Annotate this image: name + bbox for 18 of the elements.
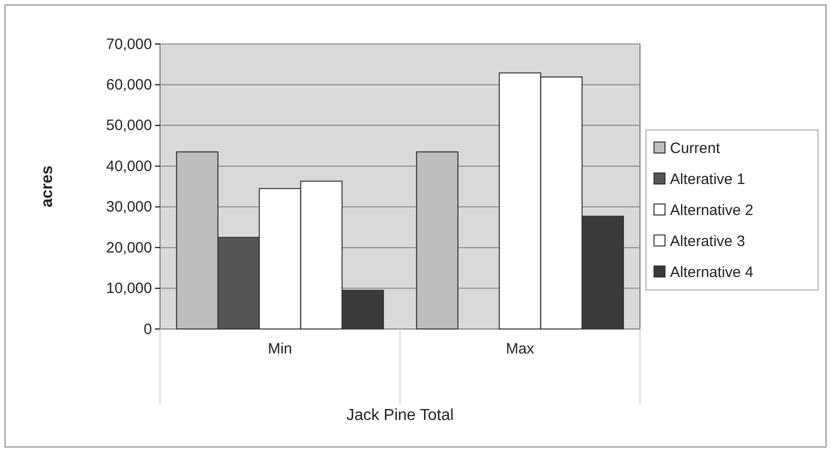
y-axis-title: acres xyxy=(39,165,56,208)
y-tick-label: 20,000 xyxy=(106,239,152,256)
y-tick-label: 40,000 xyxy=(106,158,152,175)
legend-label: Alterative 3 xyxy=(670,233,746,250)
legend-label: Alterative 1 xyxy=(670,171,746,188)
x-tick-label: Min xyxy=(268,340,292,358)
x-axis-title: Jack Pine Total xyxy=(346,407,454,424)
y-tick-label: 0 xyxy=(144,320,152,338)
legend-label: Alternative 4 xyxy=(670,264,754,281)
legend-label: Current xyxy=(670,140,721,157)
x-tick-label: Max xyxy=(506,340,535,358)
y-tick-label: 60,000 xyxy=(106,76,152,94)
legend-label: Alternative 2 xyxy=(670,202,754,219)
y-tick-label: 10,000 xyxy=(106,280,152,298)
y-tick-label: 70,000 xyxy=(106,36,152,53)
y-tick-label: 50,000 xyxy=(106,117,152,134)
bar xyxy=(416,151,458,330)
y-tick-label: 30,000 xyxy=(106,198,152,216)
